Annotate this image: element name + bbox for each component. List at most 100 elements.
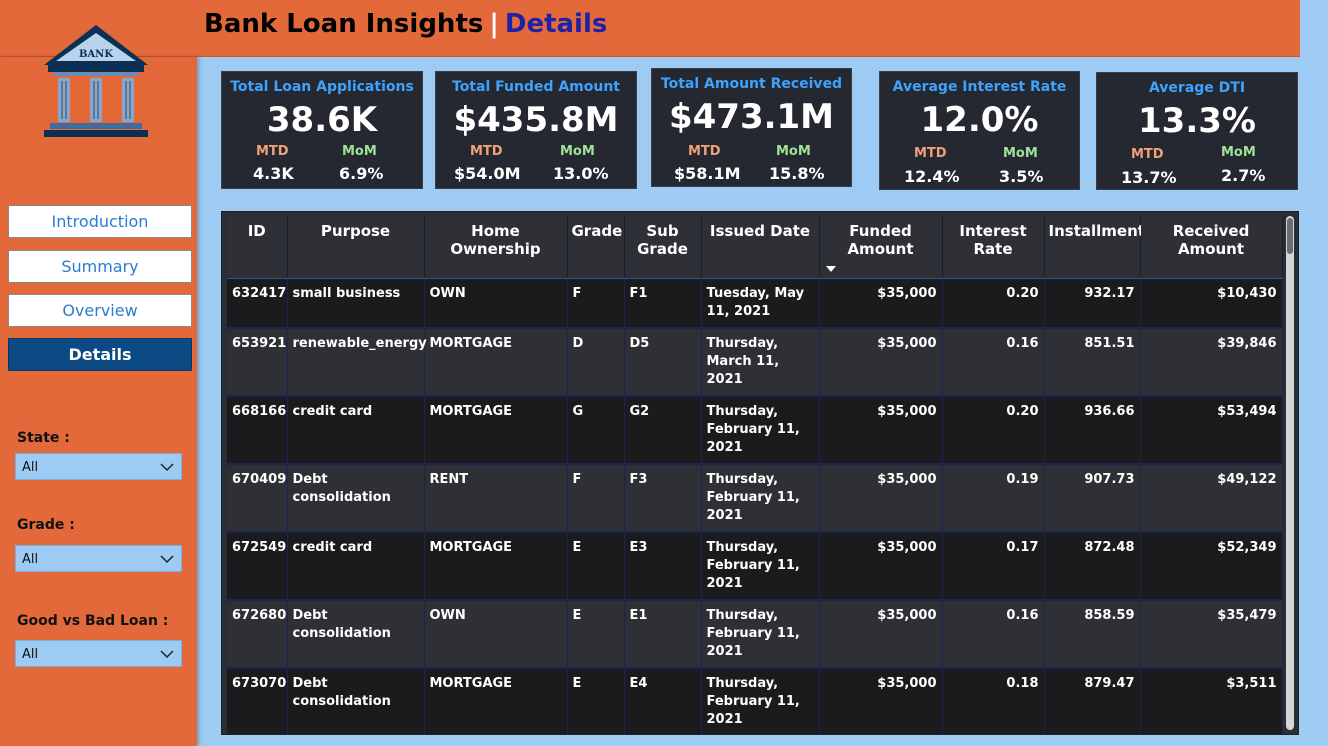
column-header-interest-rate[interactable]: Interest Rate [942,216,1045,279]
kpi-mtd-value: $54.0M [454,164,521,183]
loan-details-table: ID Purpose Home Ownership Grade Sub Grad… [221,211,1299,735]
column-header-id[interactable]: ID [227,216,288,279]
sort-descending-icon [825,265,836,272]
table-cell: 673070 [227,667,288,734]
table-cell: 653921 [227,327,288,397]
column-header-installment[interactable]: Installment [1044,216,1145,279]
kpi-mtd-value: $58.1M [674,164,741,183]
kpi-card-average-interest-rate: Average Interest Rate 12.0% MTD MoM 12.4… [879,71,1080,190]
table-cell: $53,494 [1140,395,1283,465]
table-cell: Thursday, February 11, 2021 [701,463,820,533]
table-cell: 0.16 [942,599,1045,669]
chevron-down-icon [160,555,174,564]
sidebar: BANK Introduction Summary Overview Detai… [0,25,197,746]
table-cell: Tuesday, May 11, 2021 [701,278,820,329]
kpi-title: Average DTI [1148,80,1246,96]
table-cell: Debt consolidation [287,599,425,669]
grade-filter-label: Grade : [17,517,75,533]
kpi-mom-label: MoM [560,144,595,159]
title-separator: | [489,9,499,39]
nav-introduction-button[interactable]: Introduction [8,205,192,238]
table-cell: 872.48 [1044,531,1141,601]
column-header-home-ownership[interactable]: Home Ownership [424,216,568,279]
state-filter-value: All [22,460,39,475]
title-bar: Bank Loan Insights | Details [0,0,1300,57]
table-row[interactable]: 668166 credit card MORTGAGE G G2 Thursday, Fe… [227,395,1283,465]
table-cell: 858.59 [1044,599,1141,669]
table-row[interactable]: 670409 Debt consolidation RENT F F3 Thursday,… [227,463,1283,533]
grade-filter-dropdown[interactable]: All [15,545,182,572]
table-cell: 632417 [227,278,288,329]
kpi-card-average-dti: Average DTI 13.3% MTD MoM 13.7% 2.7% [1096,72,1298,190]
scrollbar-thumb[interactable] [1287,218,1293,254]
kpi-mom-value: 2.7% [1221,166,1266,185]
table-cell: 932.17 [1044,278,1141,329]
table-row[interactable]: 653921 renewable_energy MORTGAGE D D5 Thursda… [227,327,1283,397]
kpi-value: 12.0% [920,100,1039,140]
kpi-mtd-value: 12.4% [904,167,960,186]
table-cell: 670409 [227,463,288,533]
table-cell: E [567,531,625,601]
nav-overview-button[interactable]: Overview [8,294,192,327]
table-cell: 0.17 [942,531,1045,601]
kpi-mom-value: 15.8% [769,164,825,183]
kpi-value: $435.8M [453,100,619,140]
table-cell: $10,430 [1140,278,1283,329]
column-header-grade[interactable]: Grade [567,216,625,279]
kpi-mtd-label: MTD [914,146,947,161]
table-cell: $39,846 [1140,327,1283,397]
table-cell: $35,479 [1140,599,1283,669]
table-cell: Thursday, February 11, 2021 [701,667,820,734]
kpi-mtd-label: MTD [688,144,721,159]
kpi-mom-label: MoM [1003,146,1038,161]
table-cell: Thursday, February 11, 2021 [701,599,820,669]
table-cell: D [567,327,625,397]
table-cell: E [567,667,625,734]
table-cell: $35,000 [819,463,943,533]
table-cell: $35,000 [819,599,943,669]
kpi-value: $473.1M [668,97,835,137]
kpi-title: Total Funded Amount [452,79,620,95]
loan-quality-filter-value: All [22,647,39,662]
title-main: Bank Loan Insights [204,9,484,39]
table-cell: 672680 [227,599,288,669]
table-cell: E3 [624,531,702,601]
kpi-title: Total Loan Applications [230,79,414,95]
table-cell: credit card [287,395,425,465]
table-cell: credit card [287,531,425,601]
table-row[interactable]: 632417 small business OWN F F1 Tuesday, May 1… [227,278,1283,329]
column-header-funded-amount[interactable]: Funded Amount [819,216,943,279]
kpi-card-total-amount-received: Total Amount Received $473.1M MTD MoM $5… [651,68,852,187]
kpi-mom-label: MoM [776,144,811,159]
state-filter-dropdown[interactable]: All [15,453,182,480]
table-cell: 0.20 [942,278,1045,329]
table-cell: 879.47 [1044,667,1141,734]
table-cell: F [567,278,625,329]
table-cell: MORTGAGE [424,395,568,465]
table-cell: $35,000 [819,327,943,397]
table-row[interactable]: 673070 Debt consolidation MORTGAGE E E4 Thurs… [227,667,1283,734]
table-row[interactable]: 672680 Debt consolidation OWN E E1 Thursday, … [227,599,1283,669]
column-header-received-amount[interactable]: Received Amount [1140,216,1283,279]
table-cell: $35,000 [819,278,943,329]
table-cell: 907.73 [1044,463,1141,533]
kpi-mom-value: 6.9% [339,164,384,183]
bank-logo-icon: BANK [44,25,148,137]
nav-summary-button[interactable]: Summary [8,250,192,283]
loan-quality-filter-dropdown[interactable]: All [15,640,182,667]
table-cell: $3,511 [1140,667,1283,734]
column-header-sub-grade[interactable]: Sub Grade [624,216,702,279]
column-header-purpose[interactable]: Purpose [287,216,425,279]
table-row[interactable]: 672549 credit card MORTGAGE E E3 Thursday, Fe… [227,531,1283,601]
table-cell: $52,349 [1140,531,1283,601]
table-cell: 936.66 [1044,395,1141,465]
table-cell: Debt consolidation [287,463,425,533]
column-header-issued-date[interactable]: Issued Date [701,216,820,279]
vertical-scrollbar[interactable] [1286,216,1294,730]
kpi-mom-label: MoM [342,144,377,159]
table-cell: G2 [624,395,702,465]
nav-details-button[interactable]: Details [8,338,192,371]
table-cell: renewable_energy [287,327,427,397]
table-cell: $35,000 [819,531,943,601]
title-accent: Details [504,9,608,39]
